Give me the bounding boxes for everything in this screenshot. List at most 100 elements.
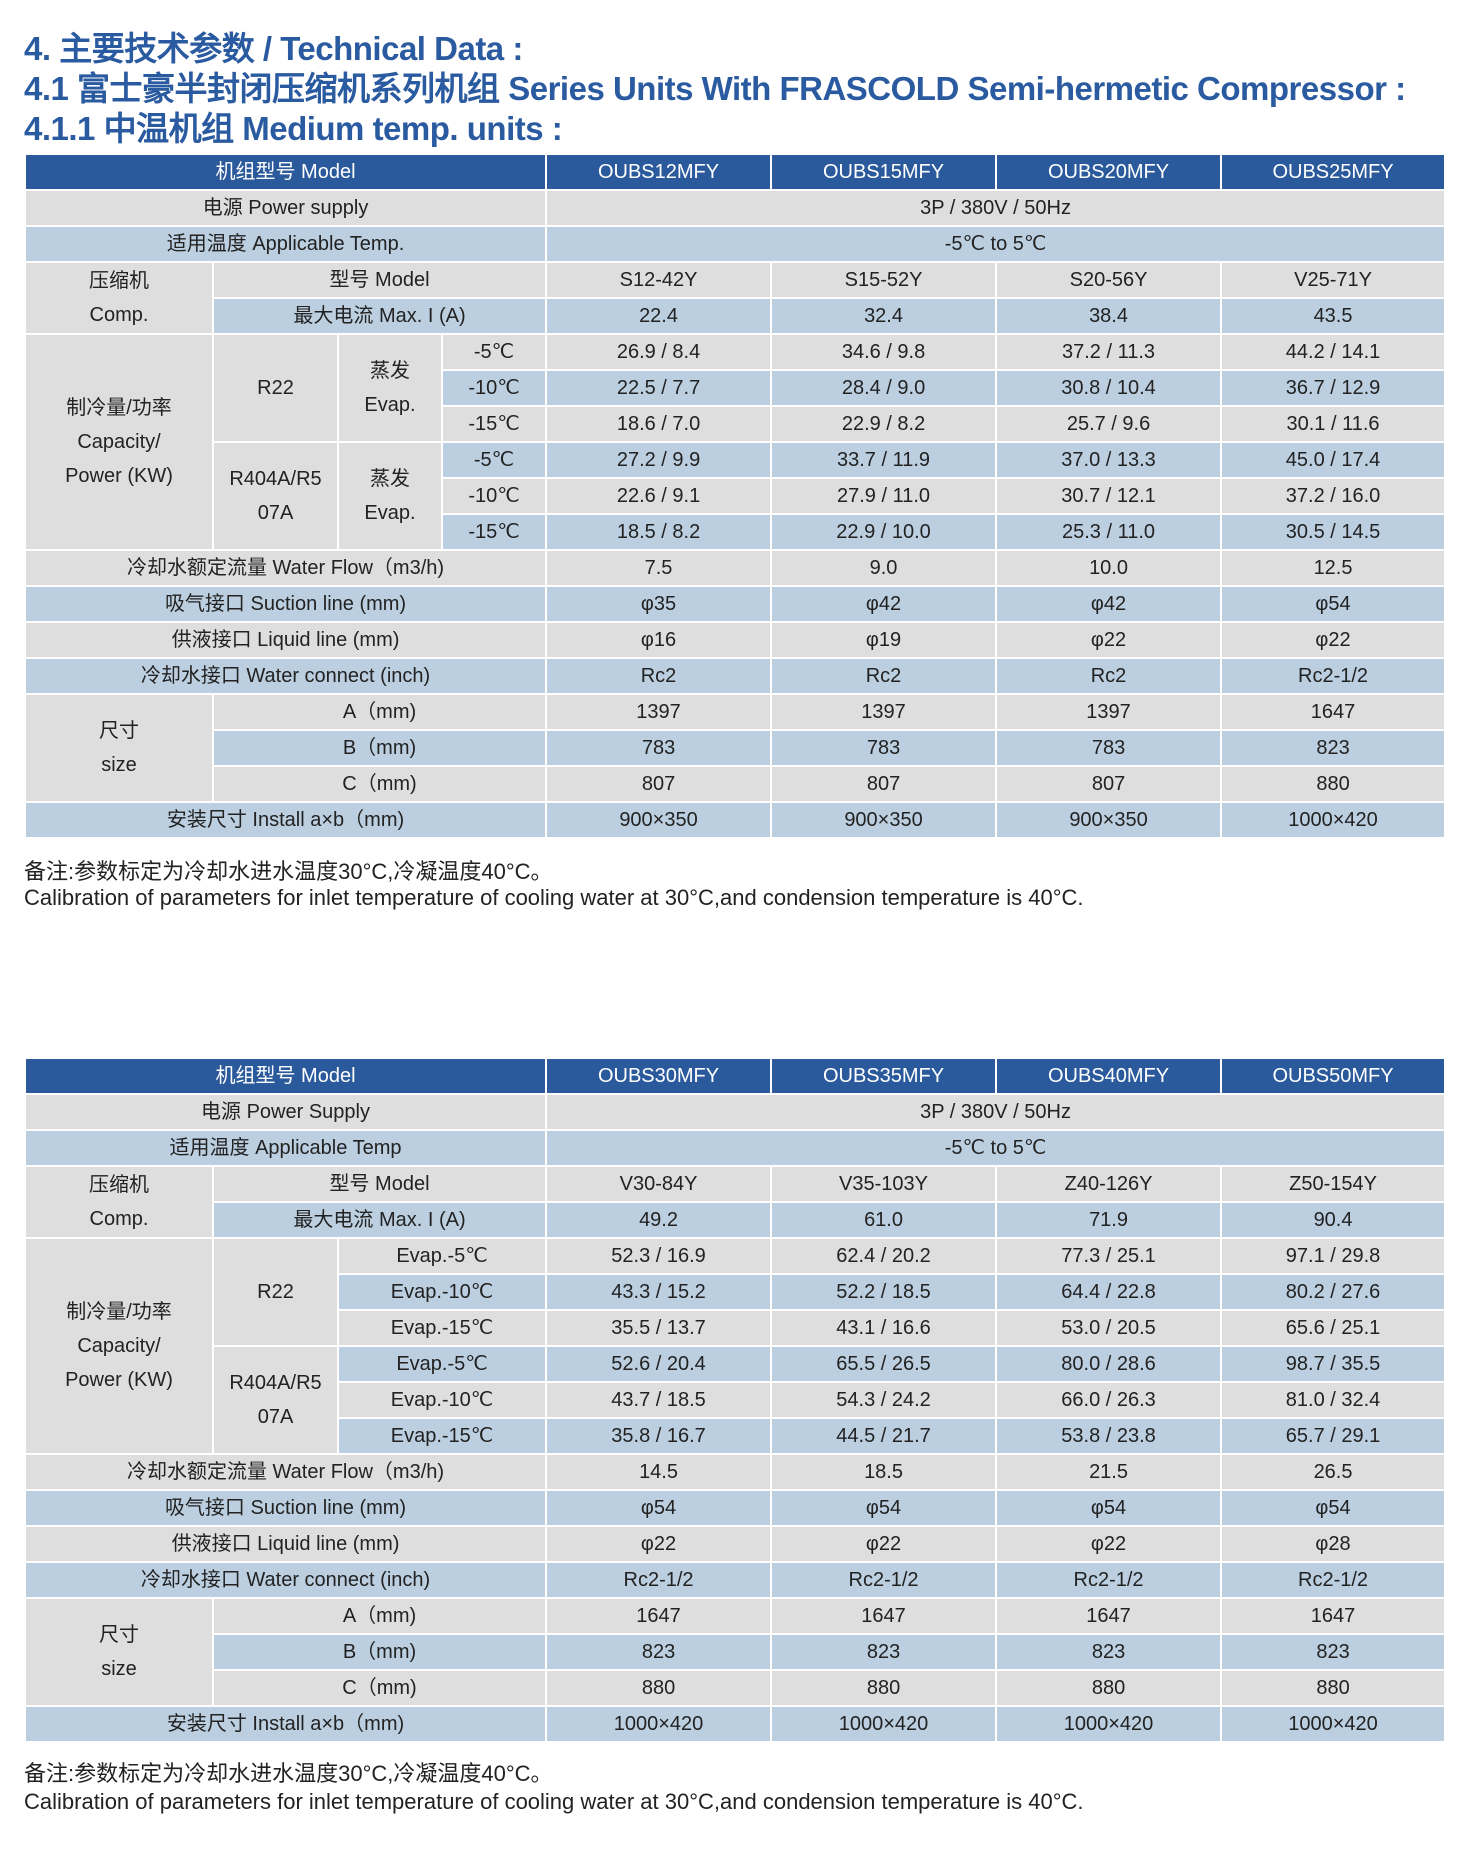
row-label: 最大电流 Max. I (A)	[211, 297, 548, 335]
spec-value: φ42	[770, 585, 998, 623]
capacity-power-value: 43.7 / 18.5	[545, 1381, 773, 1419]
size-value: 783	[770, 729, 998, 767]
size-value: 1647	[1220, 1597, 1447, 1635]
size-value: 880	[1220, 1669, 1447, 1707]
size-row: 尺寸 size A（mm) 1397 1397 1397 1647	[24, 693, 1447, 803]
row-label: 冷却水额定流量 Water Flow（m3/h)	[23, 1453, 548, 1491]
capacity-power-value: 22.9 / 8.2	[770, 405, 998, 443]
size-value: 880	[770, 1669, 998, 1707]
row-label: 供液接口 Liquid line (mm)	[23, 1525, 548, 1563]
size-row: C（mm) 807 807 807 880	[25, 765, 1447, 803]
spec-value: 18.5	[770, 1453, 998, 1491]
spec-value: Rc2	[770, 657, 998, 695]
size-value: 1647	[545, 1597, 773, 1635]
header-label: 机组型号 Model	[23, 153, 548, 191]
technical-data-table-1: 机组型号 Model OUBS12MFY OUBS15MFY OUBS20MFY OUB…	[23, 153, 1447, 839]
spec-value: Rc2-1/2	[1220, 657, 1447, 695]
row-label: 冷却水接口 Water connect (inch)	[23, 1561, 548, 1599]
capacity-power-value: 77.3 / 25.1	[995, 1237, 1223, 1275]
size-value: 880	[545, 1669, 773, 1707]
capacity-power-value: 35.8 / 16.7	[545, 1417, 773, 1455]
row-label: 冷却水额定流量 Water Flow（m3/h)	[23, 549, 548, 587]
compressor-model: V30-84Y	[545, 1165, 773, 1203]
row-label: 电源 Power supply	[23, 189, 548, 227]
capacity-power-value: 65.5 / 26.5	[770, 1345, 998, 1383]
row-label: 供液接口 Liquid line (mm)	[23, 621, 548, 659]
spec-value: 9.0	[770, 549, 998, 587]
compressor-model-row: 压缩机 Comp. 型号 Model S12-42Y S15-52Y S20-56Y V2…	[24, 261, 1447, 335]
max-current: 71.9	[995, 1201, 1223, 1239]
spec-value: 10.0	[995, 549, 1223, 587]
capacity-power-value: 53.8 / 23.8	[995, 1417, 1223, 1455]
compressor-label: 压缩机 Comp.	[24, 261, 214, 335]
spec-value: Rc2	[995, 657, 1223, 695]
capacity-power-value: 44.5 / 21.7	[770, 1417, 998, 1455]
capacity-power-value: 37.2 / 11.3	[995, 333, 1223, 371]
row-label: 适用温度 Applicable Temp.	[23, 225, 548, 263]
spec-value: 12.5	[1220, 549, 1447, 587]
install-value: 1000×420	[995, 1705, 1223, 1743]
capacity-row: R404A/R5 07A Evap.-5℃ 52.6 / 20.4 65.5 / 26…	[25, 1345, 1447, 1455]
row-label: 最大电流 Max. I (A)	[211, 1201, 548, 1239]
spec-row: 吸气接口 Suction line (mm) φ35 φ42 φ42 φ54	[23, 585, 1447, 623]
model-header: OUBS30MFY	[545, 1057, 773, 1095]
row-label: A（mm)	[211, 1597, 548, 1635]
capacity-row: -10℃ 22.6 / 9.1 27.9 / 11.0 30.7 / 12.1 37.2…	[25, 477, 1447, 515]
compressor-model: Z40-126Y	[995, 1165, 1223, 1203]
spec-value: 26.5	[1220, 1453, 1447, 1491]
capacity-power-value: 33.7 / 11.9	[770, 441, 998, 479]
capacity-power-value: 45.0 / 17.4	[1220, 441, 1447, 479]
max-current-row: 最大电流 Max. I (A) 22.4 32.4 38.4 43.5	[25, 297, 1447, 335]
evap-temp: -5℃	[440, 441, 548, 479]
row-label: 安装尺寸 Install a×b（mm)	[23, 801, 548, 839]
spec-value: Rc2-1/2	[1220, 1561, 1447, 1599]
capacity-power-value: 44.2 / 14.1	[1220, 333, 1447, 371]
size-label: 尺寸 size	[24, 1597, 214, 1707]
compressor-model: V25-71Y	[1220, 261, 1447, 299]
model-header: OUBS25MFY	[1220, 153, 1447, 191]
capacity-row: 制冷量/功率 Capacity/ Power (KW) R22 Evap.-5℃ 52…	[24, 1237, 1447, 1455]
model-header: OUBS50MFY	[1220, 1057, 1447, 1095]
note-cn-2: 备注:参数标定为冷却水进水温度30°C,冷凝温度40°C。	[24, 1761, 553, 1786]
capacity-power-value: 36.7 / 12.9	[1220, 369, 1447, 407]
row-label: 电源 Power Supply	[23, 1093, 548, 1131]
size-value: 1397	[545, 693, 773, 731]
spec-value: Rc2	[545, 657, 773, 695]
spec-value: φ16	[545, 621, 773, 659]
spec-value: Rc2-1/2	[770, 1561, 998, 1599]
model-header: OUBS20MFY	[995, 153, 1223, 191]
compressor-model: S12-42Y	[545, 261, 773, 299]
capacity-power-value: 28.4 / 9.0	[770, 369, 998, 407]
size-value: 823	[995, 1633, 1223, 1671]
capacity-power-value: 81.0 / 32.4	[1220, 1381, 1447, 1419]
capacity-power-value: 98.7 / 35.5	[1220, 1345, 1447, 1383]
capacity-power-value: 62.4 / 20.2	[770, 1237, 998, 1275]
capacity-power-value: 25.3 / 11.0	[995, 513, 1223, 551]
size-value: 1397	[995, 693, 1223, 731]
max-current: 43.5	[1220, 297, 1447, 335]
evap-temp: Evap.-15℃	[336, 1309, 548, 1347]
spec-value: φ54	[770, 1489, 998, 1527]
size-row: 尺寸 size A（mm) 1647 1647 1647 1647	[24, 1597, 1447, 1707]
row-label: 冷却水接口 Water connect (inch)	[23, 657, 548, 695]
capacity-power-value: 22.5 / 7.7	[545, 369, 773, 407]
capacity-power-value: 30.1 / 11.6	[1220, 405, 1447, 443]
size-row: B（mm) 823 823 823 823	[25, 1633, 1447, 1671]
capacity-power-value: 30.7 / 12.1	[995, 477, 1223, 515]
row-label: 适用温度 Applicable Temp	[23, 1129, 548, 1167]
compressor-model-row: 压缩机 Comp. 型号 Model V30-84Y V35-103Y Z40-126Y…	[24, 1165, 1447, 1239]
install-value: 1000×420	[545, 1705, 773, 1743]
evap-label: 蒸发 Evap.	[337, 441, 443, 551]
size-value: 823	[545, 1633, 773, 1671]
spec-value: 21.5	[995, 1453, 1223, 1491]
row-label: 安装尺寸 Install a×b（mm)	[23, 1705, 548, 1743]
spec-value: Rc2-1/2	[995, 1561, 1223, 1599]
spec-value: φ42	[995, 585, 1223, 623]
compressor-model: V35-103Y	[770, 1165, 998, 1203]
spec-value: φ28	[1220, 1525, 1447, 1563]
subsection-title: 4.1 富士豪半封闭压缩机系列机组 Series Units With FRAS…	[24, 70, 1406, 107]
spec-value: φ54	[995, 1489, 1223, 1527]
spec-row: 冷却水额定流量 Water Flow（m3/h) 14.5 18.5 21.5 26.5	[23, 1453, 1447, 1491]
size-label: 尺寸 size	[24, 693, 214, 803]
technical-data-table-2: 机组型号 Model OUBS30MFY OUBS35MFY OUBS40MFY OUB…	[23, 1057, 1447, 1743]
